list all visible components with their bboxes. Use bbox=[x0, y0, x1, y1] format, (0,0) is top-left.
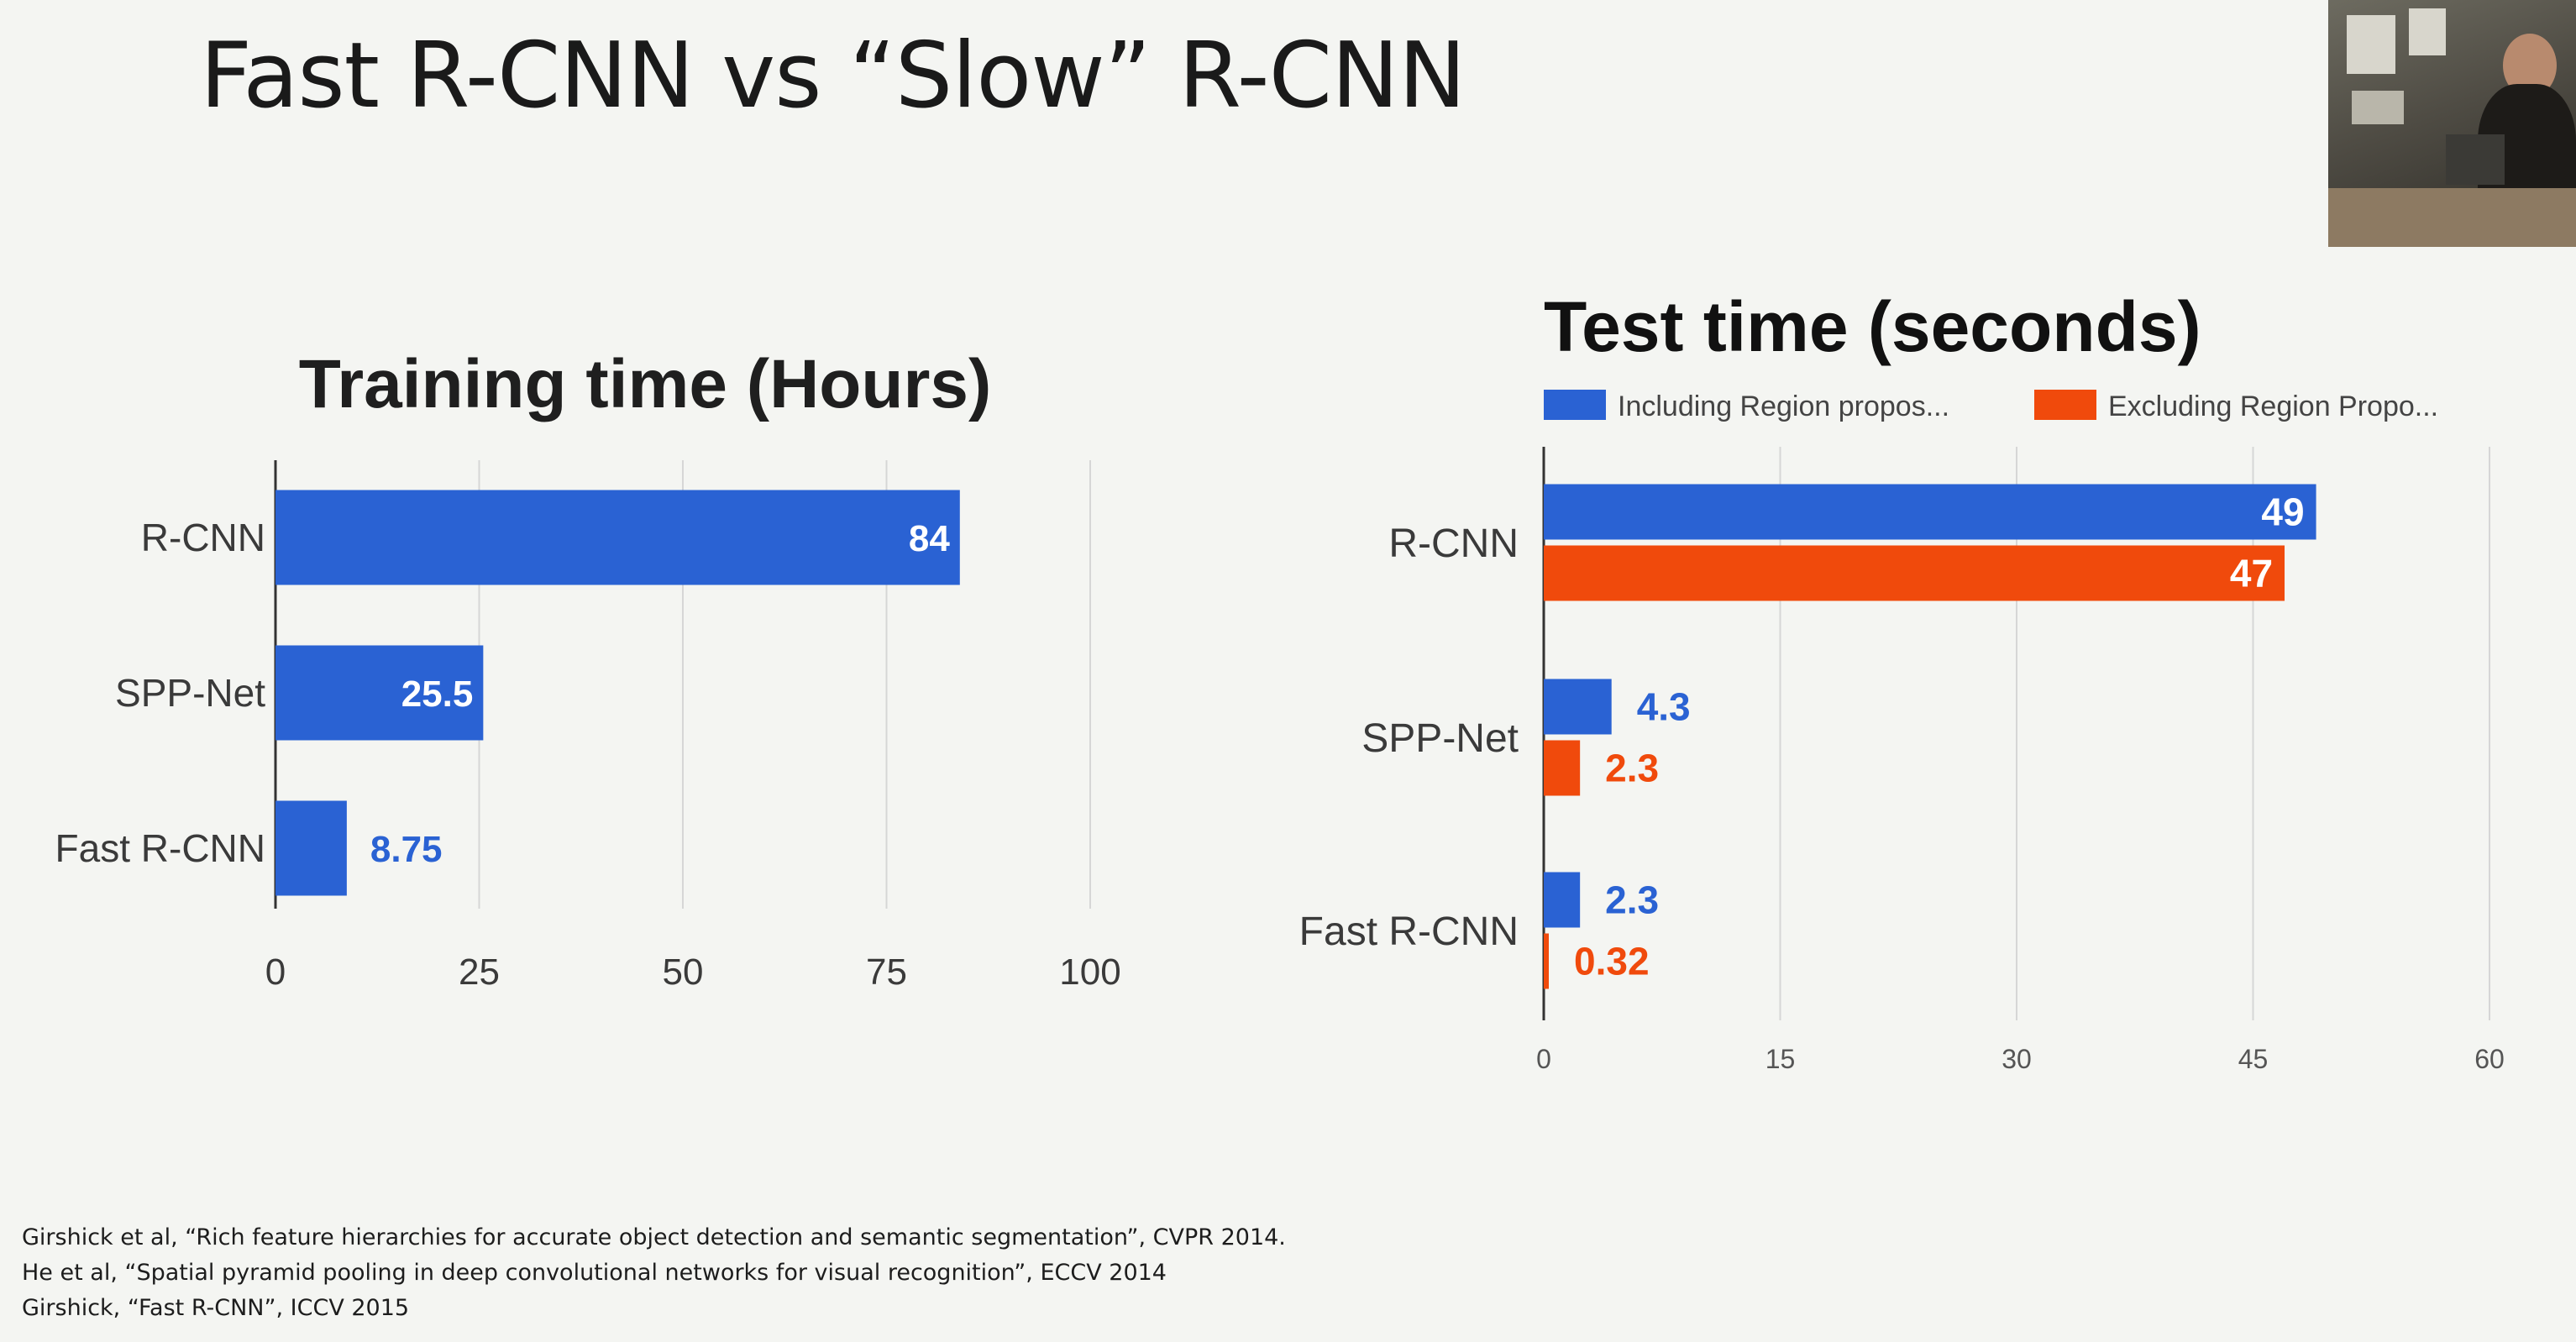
x-tick-label: 45 bbox=[2238, 1044, 2269, 1074]
category-label: SPP-Net bbox=[115, 671, 265, 715]
data-label: 4.3 bbox=[1637, 685, 1691, 729]
category-label: SPP-Net bbox=[1361, 716, 1519, 761]
x-tick-label: 0 bbox=[265, 951, 286, 993]
data-label: 8.75 bbox=[370, 829, 443, 870]
reference-line: Girshick, “Fast R-CNN”, ICCV 2015 bbox=[22, 1295, 410, 1321]
data-label: 49 bbox=[2261, 490, 2304, 534]
test-chart: Test time (seconds) Including Region pro… bbox=[1299, 287, 2505, 1074]
data-label: 0.32 bbox=[1574, 940, 1650, 983]
bar bbox=[1544, 740, 1581, 796]
category-label: Fast R-CNN bbox=[55, 826, 265, 870]
bar bbox=[1544, 545, 2285, 601]
x-tick-label: 15 bbox=[1765, 1044, 1796, 1074]
training-chart: Training time (Hours) 84 25.5 8.75 0 25 50 75… bbox=[55, 346, 1121, 993]
bar bbox=[275, 490, 960, 585]
category-label: Fast R-CNN bbox=[1299, 910, 1519, 954]
x-tick-label: 0 bbox=[1536, 1044, 1551, 1074]
reference-line: Girshick et al, “Rich feature hierarchie… bbox=[22, 1224, 1286, 1250]
bar bbox=[275, 800, 347, 896]
training-chart-title: Training time (Hours) bbox=[299, 346, 992, 422]
test-category-labels: R-CNN SPP-Net Fast R-CNN bbox=[1299, 522, 1519, 954]
data-label: 2.3 bbox=[1605, 747, 1659, 790]
test-x-ticks: 0 15 30 45 60 bbox=[1536, 1044, 2505, 1074]
x-tick-label: 75 bbox=[866, 951, 907, 993]
data-label: 47 bbox=[2230, 552, 2273, 595]
x-tick-label: 30 bbox=[2002, 1044, 2032, 1074]
slide-title: Fast R-CNN vs “Slow” R-CNN bbox=[200, 24, 1466, 128]
training-x-ticks: 0 25 50 75 100 bbox=[265, 951, 1121, 993]
x-tick-label: 25 bbox=[459, 951, 500, 993]
data-label: 25.5 bbox=[401, 674, 474, 715]
legend-swatch-excluding bbox=[2034, 390, 2096, 420]
bar bbox=[1544, 933, 1550, 989]
x-tick-label: 60 bbox=[2474, 1044, 2505, 1074]
bar bbox=[1544, 679, 1612, 735]
reference-line: He et al, “Spatial pyramid pooling in de… bbox=[22, 1260, 1167, 1286]
bar bbox=[1544, 484, 2316, 540]
data-label: 84 bbox=[909, 518, 950, 559]
training-category-labels: R-CNN SPP-Net Fast R-CNN bbox=[55, 516, 266, 870]
legend-label-excluding: Excluding Region Propo... bbox=[2108, 391, 2438, 422]
data-label: 2.3 bbox=[1605, 878, 1659, 922]
bar bbox=[275, 645, 484, 741]
test-bars: 49 47 4.3 2.3 2.3 0.32 bbox=[1544, 484, 2316, 989]
webcam-video bbox=[2328, 0, 2576, 247]
category-label: R-CNN bbox=[141, 516, 265, 559]
test-legend: Including Region propos... Excluding Reg… bbox=[1544, 390, 2438, 422]
references: Girshick et al, “Rich feature hierarchie… bbox=[22, 1220, 1286, 1326]
training-bars: 84 25.5 8.75 bbox=[275, 490, 960, 896]
legend-swatch-including bbox=[1544, 390, 1606, 420]
legend-label-including: Including Region propos... bbox=[1618, 391, 1949, 422]
x-tick-label: 100 bbox=[1059, 951, 1120, 993]
bar bbox=[1544, 872, 1581, 928]
category-label: R-CNN bbox=[1388, 522, 1519, 566]
x-tick-label: 50 bbox=[663, 951, 704, 993]
test-chart-title: Test time (seconds) bbox=[1544, 287, 2201, 366]
